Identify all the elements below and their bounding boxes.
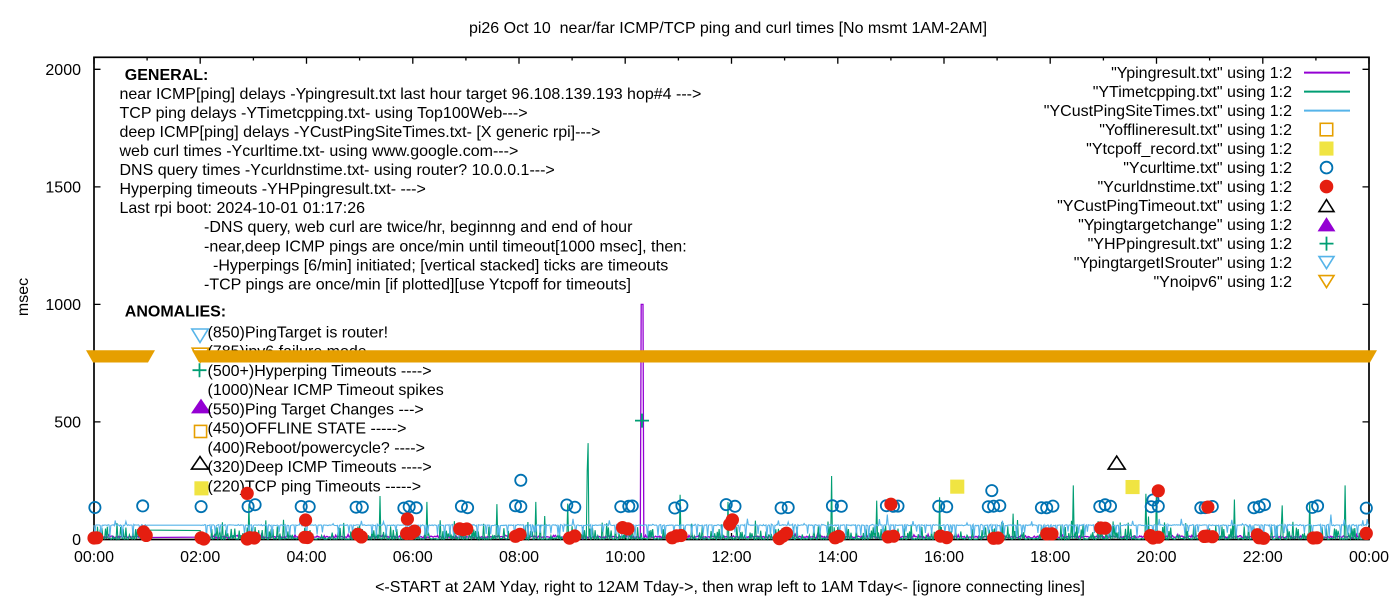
svg-text:00:00: 00:00 — [74, 549, 114, 566]
svg-text:04:00: 04:00 — [286, 549, 326, 566]
svg-text:DNS query times -Ycurldnstime.: DNS query times -Ycurldnstime.txt- using… — [120, 162, 555, 179]
svg-text:-Hyperpings [6/min] initiated;: -Hyperpings [6/min] initiated; [vertical… — [213, 257, 668, 274]
svg-text:"Yofflineresult.txt" using 1:2: "Yofflineresult.txt" using 1:2 — [1099, 122, 1292, 139]
svg-text:"YCustPingTimeout.txt" using 1: "YCustPingTimeout.txt" using 1:2 — [1057, 198, 1292, 215]
svg-text:(500+)Hyperping Timeouts ---->: (500+)Hyperping Timeouts ----> — [208, 363, 432, 380]
svg-text:0: 0 — [72, 532, 81, 549]
svg-text:"YHPpingresult.txt" using 1:2: "YHPpingresult.txt" using 1:2 — [1088, 236, 1292, 253]
svg-text:pi26 Oct 10 near/far ICMP/TCP: pi26 Oct 10 near/far ICMP/TCP ping and c… — [469, 20, 987, 37]
svg-text:"Ypingresult.txt" using 1:2: "Ypingresult.txt" using 1:2 — [1111, 65, 1292, 82]
svg-text:ANOMALIES:: ANOMALIES: — [125, 303, 226, 320]
svg-text:-TCP pings are once/min [if pl: -TCP pings are once/min [if plotted][use… — [204, 276, 631, 293]
svg-text:"Ynoipv6" using 1:2: "Ynoipv6" using 1:2 — [1153, 274, 1292, 291]
svg-text:2000: 2000 — [45, 62, 81, 79]
svg-text:"Ytcpoff_record.txt" using 1:2: "Ytcpoff_record.txt" using 1:2 — [1086, 141, 1292, 158]
svg-text:16:00: 16:00 — [924, 549, 964, 566]
svg-text:18:00: 18:00 — [1030, 549, 1070, 566]
svg-text:00:00: 00:00 — [1349, 549, 1389, 566]
svg-text:-DNS query, web curl are twice: -DNS query, web curl are twice/hr, begin… — [204, 219, 633, 236]
svg-text:(400)Reboot/powercycle? ---->: (400)Reboot/powercycle? ----> — [208, 440, 425, 457]
svg-text:msec: msec — [15, 278, 32, 316]
svg-text:08:00: 08:00 — [499, 549, 539, 566]
svg-text:1500: 1500 — [45, 179, 81, 196]
svg-text:(220)TCP ping Timeouts ----->: (220)TCP ping Timeouts -----> — [208, 478, 422, 495]
svg-text:"Ycurldnstime.txt" using 1:2: "Ycurldnstime.txt" using 1:2 — [1097, 179, 1292, 196]
svg-text:"Ypingtargetchange" using 1:2: "Ypingtargetchange" using 1:2 — [1078, 217, 1292, 234]
svg-text:"YCustPingSiteTimes.txt" using: "YCustPingSiteTimes.txt" using 1:2 — [1044, 103, 1292, 120]
svg-text:web curl times -Ycurltime.txt-: web curl times -Ycurltime.txt- using www… — [119, 143, 519, 160]
svg-text:(450)OFFLINE STATE ----->: (450)OFFLINE STATE -----> — [208, 421, 407, 438]
svg-text:TCP ping delays -YTimetcpping.: TCP ping delays -YTimetcpping.txt- using… — [120, 105, 528, 122]
svg-text:deep ICMP[ping] delays -YCustP: deep ICMP[ping] delays -YCustPingSiteTim… — [120, 124, 601, 141]
svg-text:20:00: 20:00 — [1136, 549, 1176, 566]
svg-text:(1000)Near ICMP Timeout spikes: (1000)Near ICMP Timeout spikes — [208, 382, 444, 399]
svg-text:14:00: 14:00 — [818, 549, 858, 566]
svg-text:Last rpi boot: 2024-10-01 01:1: Last rpi boot: 2024-10-01 01:17:26 — [120, 200, 366, 217]
svg-text:Hyperping timeouts -YHPpingres: Hyperping timeouts -YHPpingresult.txt- -… — [120, 181, 426, 198]
svg-text:(550)Ping Target Changes --->: (550)Ping Target Changes ---> — [208, 401, 424, 418]
svg-text:GENERAL:: GENERAL: — [125, 67, 209, 84]
svg-text:06:00: 06:00 — [393, 549, 433, 566]
svg-text:10:00: 10:00 — [605, 549, 645, 566]
svg-text:12:00: 12:00 — [711, 549, 751, 566]
svg-text:"Ycurltime.txt" using 1:2: "Ycurltime.txt" using 1:2 — [1123, 160, 1292, 177]
svg-text:"YTimetcpping.txt" using 1:2: "YTimetcpping.txt" using 1:2 — [1093, 84, 1292, 101]
svg-text:(320)Deep ICMP Timeouts ---->: (320)Deep ICMP Timeouts ----> — [208, 459, 432, 476]
svg-text:(850)PingTarget is router!: (850)PingTarget is router! — [208, 324, 389, 341]
svg-text:02:00: 02:00 — [180, 549, 220, 566]
svg-text:500: 500 — [54, 414, 81, 431]
svg-text:near ICMP[ping] delays -Ypingr: near ICMP[ping] delays -Ypingresult.txt … — [120, 86, 702, 103]
svg-text:-near,deep ICMP pings are once: -near,deep ICMP pings are once/min until… — [204, 238, 687, 255]
svg-text:<-START at 2AM Yday, right to: <-START at 2AM Yday, right to 12AM Tday-… — [375, 579, 1085, 596]
svg-text:1000: 1000 — [45, 297, 81, 314]
svg-text:"YpingtargetISrouter" using 1:: "YpingtargetISrouter" using 1:2 — [1074, 255, 1292, 272]
svg-text:22:00: 22:00 — [1243, 549, 1283, 566]
